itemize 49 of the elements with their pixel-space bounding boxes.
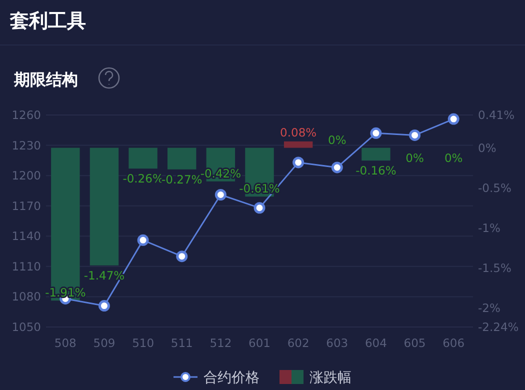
data-label: -0.27% [162,172,202,186]
point [292,156,304,168]
x-tick-label: 509 [93,336,116,350]
point [409,129,421,141]
x-tick-label: 606 [442,336,465,350]
x-tick-label: 511 [170,336,193,350]
legend-label: 合约价格 [204,370,260,386]
data-label: -0.16% [356,164,396,178]
x-tick-label: 603 [326,336,348,350]
y-tick-label: 1230 [12,138,41,152]
y2-tick-label: -1.5% [478,260,512,275]
y2-tick-label: 0% [478,140,496,155]
y-tick-label: 1050 [12,320,41,334]
chart-title: 套利工具 [9,10,86,32]
data-label: -0.42% [200,166,242,180]
x-tick-label: 602 [287,336,310,350]
point [137,234,149,246]
x-tick-label: 510 [132,336,154,350]
y-tick-label: 1110 [12,259,41,274]
legend-label: 涨跌幅 [310,370,352,386]
point [331,162,343,174]
point [254,202,266,214]
data-label: 0% [406,150,424,165]
data-label: -0.26% [122,172,164,186]
point [448,113,460,125]
y-tick-label: 1140 [12,229,41,244]
y2-tick-label: 0.41% [478,108,515,122]
data-label: -1.91% [45,286,86,300]
x-tick-label: 605 [404,336,426,350]
point [176,250,188,262]
point [370,127,382,139]
x-tick-label: 601 [248,336,270,350]
data-label: 0.08% [280,125,317,140]
data-label: 0% [444,150,463,165]
data-label: 0% [328,132,346,147]
y-tick-label: 1200 [12,168,41,183]
y2-tick-label: -2.24% [478,320,519,334]
y-tick-label: 1260 [12,108,41,122]
chart-subtitle: 期限结构 [13,70,78,89]
point [214,189,226,200]
y-tick-label: 1170 [12,198,41,213]
x-tick-label: 604 [364,336,387,350]
y-tick-label: 1080 [12,290,41,304]
point [98,300,110,312]
y2-tick-label: -1% [478,220,500,235]
y2-tick-label: -2% [478,300,500,315]
x-tick-label: 512 [210,336,232,350]
y2-tick-label: -0.5% [478,180,512,195]
x-tick-label: 508 [54,336,76,350]
